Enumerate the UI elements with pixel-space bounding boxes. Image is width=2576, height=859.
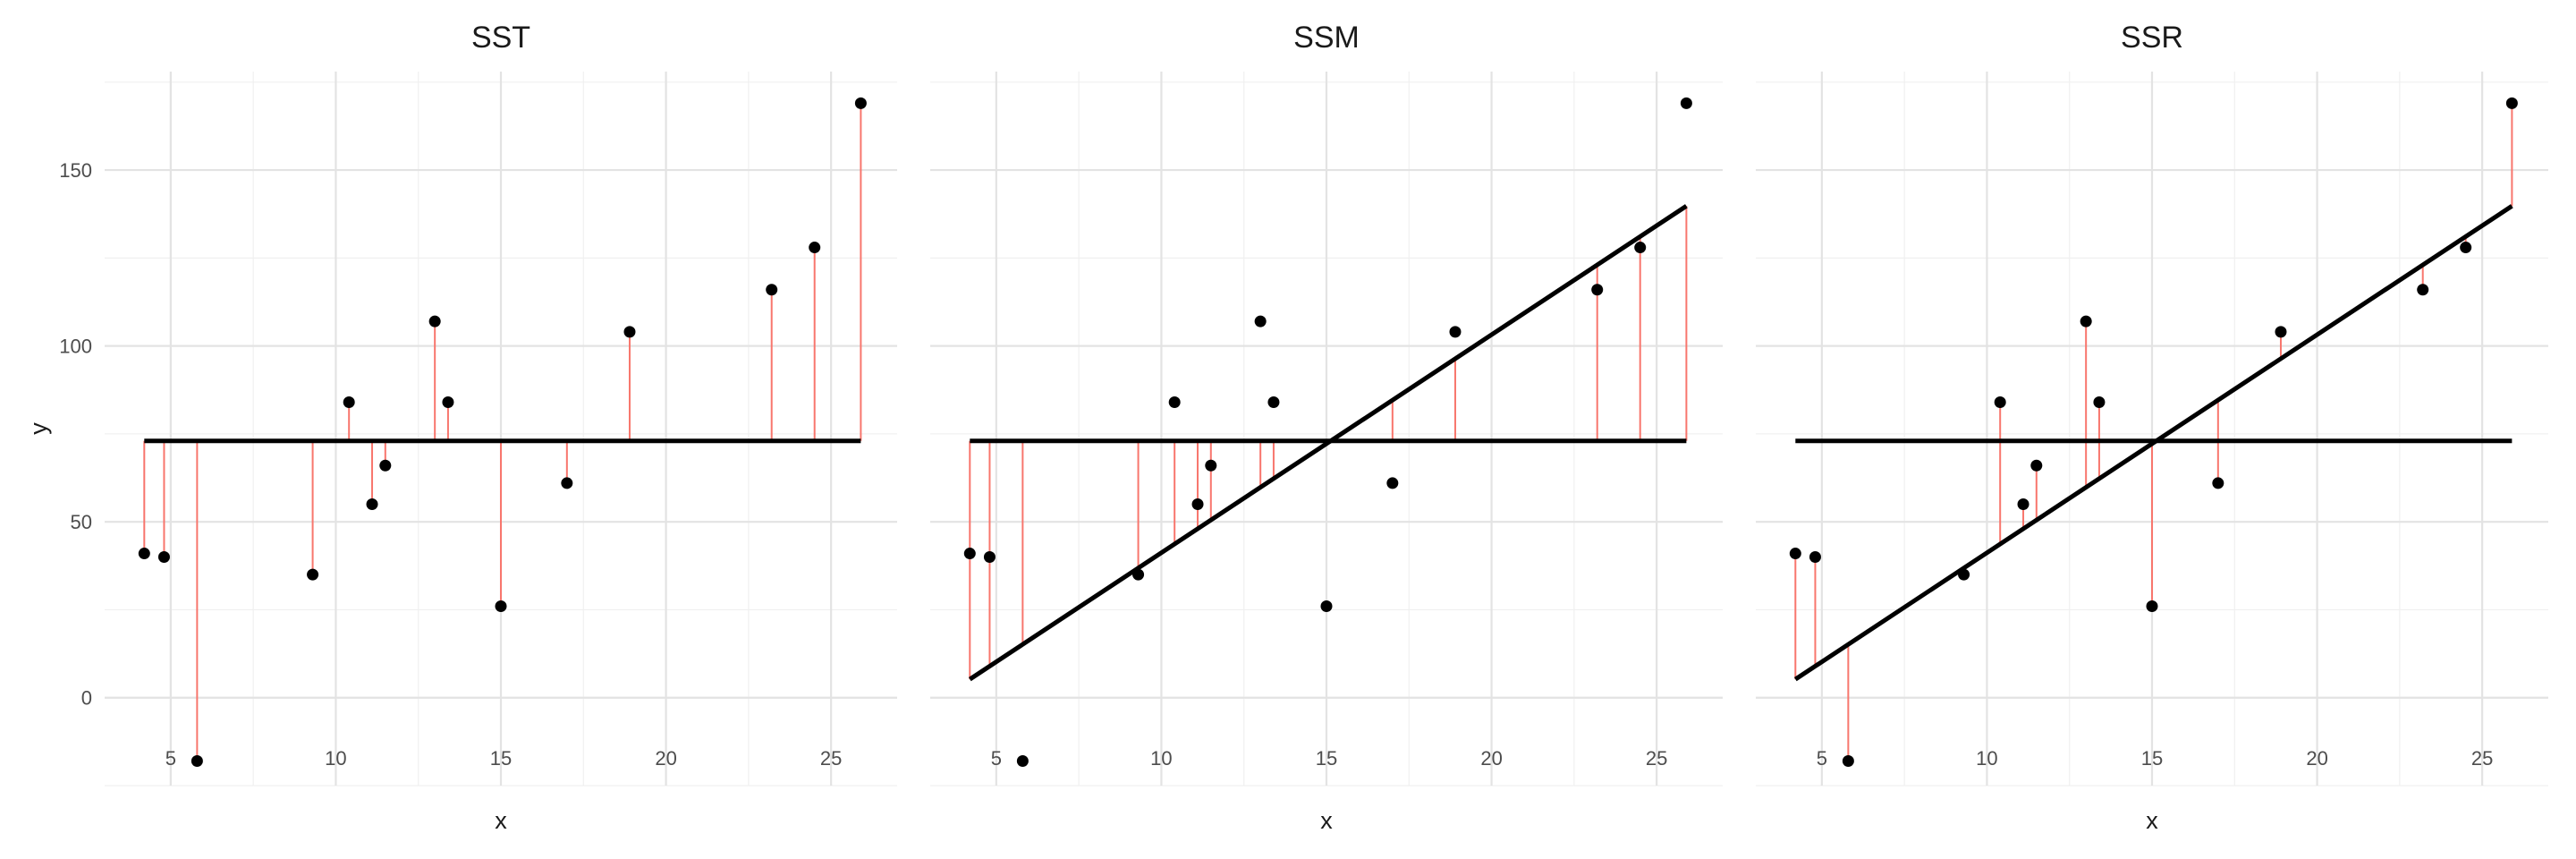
data-point [1132, 568, 1145, 581]
data-point [191, 754, 203, 767]
data-point [1254, 315, 1267, 327]
x-tick-label: 5 [991, 747, 1002, 770]
data-point [428, 315, 441, 327]
data-point [2017, 498, 2029, 511]
data-point [2417, 284, 2429, 296]
x-tick-label: 20 [1480, 747, 1502, 770]
data-point [343, 396, 355, 409]
data-point [766, 284, 778, 296]
data-point [442, 396, 454, 409]
regression-line [968, 204, 1688, 682]
data-point [1191, 498, 1204, 511]
x-axis-title: x [1320, 807, 1333, 834]
panel-title: SST [471, 21, 530, 55]
data-points [138, 97, 867, 767]
x-tick-label: 25 [820, 747, 842, 770]
data-point [2505, 97, 2518, 109]
data-point [561, 477, 573, 489]
data-point [138, 548, 150, 560]
data-point [2146, 600, 2158, 613]
panel-title: SSR [2121, 21, 2183, 55]
y-tick-label: 150 [59, 159, 92, 182]
x-tick-label: 15 [2141, 747, 2163, 770]
x-tick-label: 10 [1976, 747, 1997, 770]
data-point [1958, 568, 1970, 581]
x-tick-label: 5 [1817, 747, 1827, 770]
data-point [1449, 326, 1462, 338]
major-gridlines [930, 72, 1723, 786]
data-point [623, 326, 636, 338]
data-point [366, 498, 378, 511]
data-point [2093, 396, 2106, 409]
major-gridlines [1756, 72, 2548, 786]
x-tick-label: 10 [325, 747, 346, 770]
data-point [1591, 284, 1604, 296]
x-tick-label: 25 [2471, 747, 2493, 770]
data-point [2275, 326, 2287, 338]
data-point [1789, 548, 1801, 560]
data-point [983, 550, 996, 563]
data-point [963, 548, 976, 560]
major-gridlines [105, 72, 897, 786]
data-point [2030, 459, 2043, 472]
data-point [1168, 396, 1181, 409]
data-point [1634, 242, 1647, 254]
panel-ssm: SSM 5 10 15 20 25 x [930, 21, 1723, 834]
x-axis-title: x [495, 807, 507, 834]
deviation-segments [143, 103, 862, 761]
data-point [2080, 315, 2092, 327]
x-tick-label: 10 [1150, 747, 1172, 770]
data-point [157, 550, 170, 563]
data-points [1789, 97, 2518, 767]
regression-line [1793, 204, 2513, 682]
data-point [1386, 477, 1399, 489]
panel-sst: SST 5 10 15 20 25 0 50 100 150 x y [25, 21, 897, 834]
panel-title: SSM [1293, 21, 1360, 55]
data-point [379, 459, 392, 472]
y-tick-label: 100 [59, 336, 92, 358]
x-tick-label: 25 [1646, 747, 1667, 770]
data-point [1809, 550, 1821, 563]
data-point [809, 242, 821, 254]
data-point [2460, 242, 2472, 254]
x-tick-label: 5 [165, 747, 176, 770]
x-tick-label: 15 [490, 747, 512, 770]
deviation-segments [1794, 103, 2513, 761]
x-tick-label: 20 [655, 747, 676, 770]
data-point [854, 97, 867, 109]
x-tick-label: 20 [2306, 747, 2327, 770]
data-point [1205, 459, 1217, 472]
data-point [1016, 754, 1029, 767]
data-point [1267, 396, 1280, 409]
data-point [1680, 97, 1692, 109]
x-axis-title: x [2146, 807, 2158, 834]
y-tick-label: 0 [81, 687, 92, 710]
data-point [1842, 754, 1854, 767]
panel-ssr: SSR 5 10 15 20 25 x [1756, 21, 2548, 834]
data-points [963, 97, 1692, 767]
data-point [307, 568, 319, 581]
data-point [2212, 477, 2224, 489]
data-point [495, 600, 507, 613]
y-tick-label: 50 [71, 511, 92, 533]
data-point [1994, 396, 2006, 409]
x-tick-label: 15 [1316, 747, 1337, 770]
data-point [1320, 600, 1333, 613]
y-axis-title: y [25, 422, 52, 435]
